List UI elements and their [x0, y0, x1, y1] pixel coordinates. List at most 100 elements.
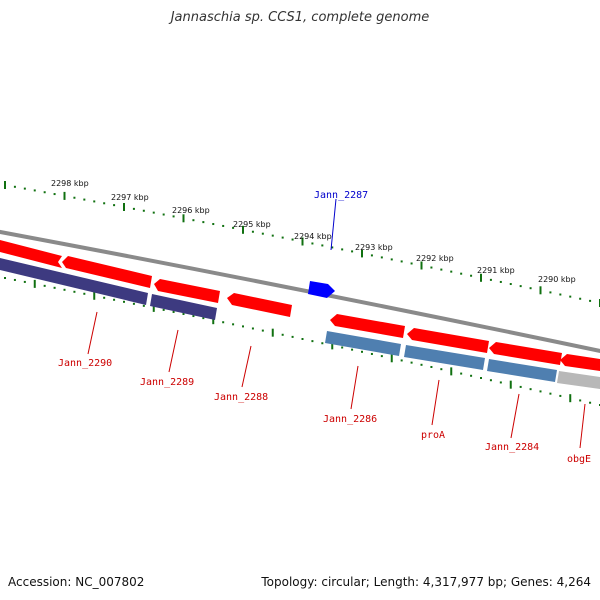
minor-tick-lower-29	[291, 335, 294, 338]
minor-tick-upper-2	[23, 187, 26, 190]
gene-label-jann-2289[interactable]: Jann_2289	[140, 377, 194, 388]
cds-jann-2284[interactable]	[487, 359, 557, 382]
cds-proa[interactable]	[404, 345, 485, 370]
major-tick-lower-27	[271, 328, 274, 337]
minor-tick-upper-40	[400, 260, 403, 263]
minor-tick-upper-8	[83, 198, 86, 201]
gene-arrow-proa[interactable]	[407, 328, 489, 353]
gene-arrow-jann-2288[interactable]	[227, 293, 292, 317]
minor-tick-upper-32	[321, 244, 324, 247]
gene-label-jann-2284[interactable]: Jann_2284	[485, 442, 539, 453]
cds-obge[interactable]	[557, 371, 600, 389]
minor-tick-lower-43	[430, 365, 433, 368]
gene-arrow-obge[interactable]	[560, 354, 600, 371]
leader-jann-2284	[510, 393, 520, 439]
minor-tick-lower-53	[529, 388, 532, 391]
minor-tick-lower-48	[480, 377, 482, 379]
gene-labels: Jann_2287 Jann_2290 Jann_2289 Jann_2288 …	[58, 190, 591, 465]
minor-tick-lower-19	[192, 315, 195, 318]
minor-tick-lower-0	[4, 277, 6, 279]
scale-label-2298: 2298 kbp	[51, 179, 89, 188]
minor-tick-lower-49	[489, 379, 492, 382]
major-tick-upper-54	[539, 286, 542, 295]
cds-jann-2289[interactable]	[150, 294, 217, 320]
minor-tick-lower-42	[420, 363, 423, 366]
gene-arrow-jann-2290b[interactable]	[62, 256, 152, 288]
minor-tick-lower-10	[103, 296, 106, 299]
major-tick-upper-30	[301, 237, 304, 246]
minor-tick-upper-26	[261, 232, 264, 235]
gene-arrow-jann-2287[interactable]	[308, 281, 335, 298]
major-tick-upper-48	[480, 273, 482, 282]
minor-tick-lower-16	[162, 308, 165, 311]
scale-label-2292: 2292 kbp	[416, 254, 454, 263]
major-tick-lower-3	[33, 279, 36, 288]
major-tick-upper-0	[4, 181, 6, 189]
gene-label-jann-2287[interactable]: Jann_2287	[314, 190, 368, 201]
accession-text: Accession: NC_007802	[8, 575, 145, 589]
minor-tick-upper-46	[460, 272, 463, 275]
minor-tick-lower-58	[579, 399, 582, 402]
minor-tick-lower-24	[242, 325, 244, 328]
minor-tick-upper-52	[519, 285, 522, 288]
minor-tick-upper-1	[13, 185, 16, 188]
minor-tick-lower-23	[232, 323, 235, 326]
cds-jann-2290[interactable]	[0, 258, 148, 305]
minor-tick-upper-22	[222, 224, 225, 227]
minor-tick-lower-4	[43, 284, 46, 287]
major-tick-lower-9	[93, 291, 96, 300]
gene-label-proa[interactable]: proA	[421, 430, 445, 441]
minor-tick-lower-25	[251, 327, 254, 330]
minor-tick-upper-15	[152, 211, 155, 214]
gene-arrow-jann-2286[interactable]	[330, 314, 405, 338]
minor-tick-upper-57	[569, 295, 572, 298]
minor-tick-lower-13	[132, 302, 135, 305]
minor-tick-upper-13	[132, 207, 135, 210]
gene-track	[0, 240, 600, 371]
gene-arrow-jann-2289[interactable]	[154, 279, 220, 303]
minor-tick-lower-5	[53, 286, 56, 289]
gene-arrow-jann-2284[interactable]	[489, 342, 562, 365]
minor-tick-upper-47	[470, 274, 473, 277]
major-tick-lower-15	[152, 303, 155, 312]
minor-tick-lower-34	[341, 346, 344, 349]
minor-tick-upper-45	[450, 270, 453, 273]
gene-label-jann-2290[interactable]: Jann_2290	[58, 358, 112, 369]
minor-tick-lower-44	[440, 368, 443, 371]
minor-tick-lower-30	[301, 338, 304, 340]
minor-tick-upper-17	[172, 215, 175, 218]
major-tick-upper-36	[361, 249, 363, 258]
minor-tick-lower-46	[460, 372, 463, 375]
minor-tick-lower-56	[559, 394, 562, 397]
scale-label-2290: 2290 kbp	[538, 275, 576, 284]
minor-tick-upper-23	[232, 226, 235, 229]
minor-tick-upper-59	[589, 299, 592, 302]
gene-label-jann-2286[interactable]: Jann_2286	[323, 414, 377, 425]
minor-tick-lower-31	[311, 340, 314, 343]
leader-jann-2286	[350, 365, 359, 410]
minor-tick-upper-28	[281, 236, 284, 239]
leader-jann-2287	[330, 198, 337, 251]
gene-label-jann-2288[interactable]: Jann_2288	[214, 392, 268, 403]
major-tick-lower-33	[331, 341, 334, 350]
major-tick-lower-57	[569, 394, 572, 403]
minor-tick-lower-38	[380, 355, 383, 358]
minor-tick-lower-11	[113, 298, 116, 301]
scale-labels: 2298 kbp 2297 kbp 2296 kbp 2295 kbp 2294…	[51, 179, 576, 284]
gene-leaders	[87, 198, 586, 449]
minor-tick-upper-58	[579, 297, 582, 300]
minor-tick-upper-31	[311, 242, 314, 245]
genome-backbone	[0, 229, 600, 353]
minor-tick-lower-36	[361, 350, 363, 353]
minor-tick-upper-4	[43, 191, 46, 194]
cds-track	[0, 258, 600, 389]
minor-tick-upper-10	[103, 202, 106, 205]
major-tick-lower-45	[450, 367, 453, 376]
minor-tick-lower-7	[73, 290, 76, 293]
minor-tick-lower-37	[370, 352, 373, 355]
cds-jann-2286[interactable]	[325, 331, 401, 356]
leader-jann-2289	[168, 329, 179, 373]
gene-label-obge[interactable]: obgE	[567, 454, 591, 465]
gene-arrow-jann-2290[interactable]	[0, 240, 62, 268]
